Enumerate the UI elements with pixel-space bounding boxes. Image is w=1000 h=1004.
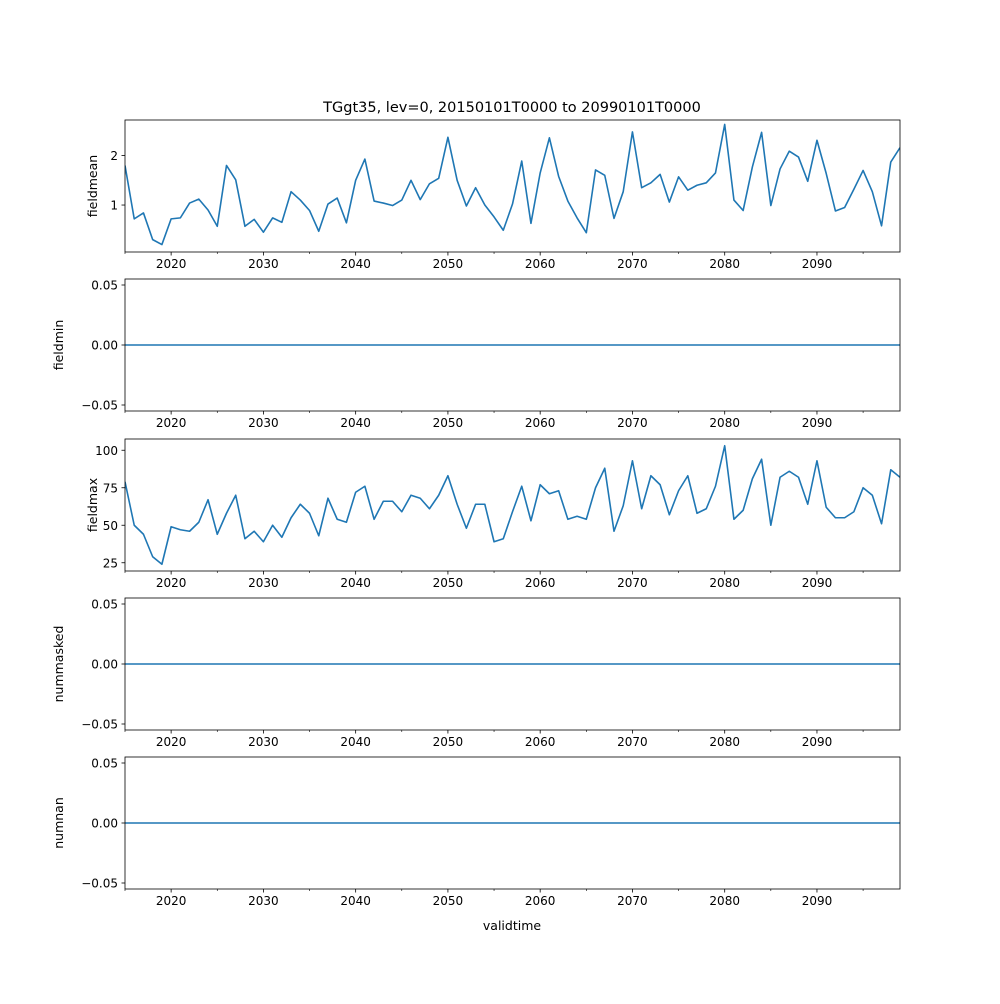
axes-frame — [124, 438, 901, 572]
y-tick-label: −0.05 — [81, 399, 118, 413]
x-tick-label: 2050 — [433, 416, 464, 430]
subplot-fieldmean: 2020 2030 2040 2050 2060 2070 2080 2090 1 2 fieldm… — [85, 119, 901, 271]
axes-frame — [124, 119, 901, 253]
y-tick-label: 100 — [95, 444, 118, 458]
x-tick-label: 2050 — [433, 257, 464, 271]
y-tick-label: −0.05 — [81, 877, 118, 891]
x-tick-label: 2060 — [525, 735, 556, 749]
x-tick-label: 2070 — [617, 257, 648, 271]
x-tick-label: 2070 — [617, 576, 648, 590]
x-tick-label: 2040 — [340, 894, 371, 908]
series-line-fieldmax — [125, 444, 900, 566]
x-tick-label: 2020 — [156, 257, 187, 271]
x-tick-label: 2080 — [709, 257, 740, 271]
x-tick-label: 2070 — [617, 416, 648, 430]
x-tick-label: 2030 — [248, 894, 279, 908]
x-tick-label: 2050 — [433, 576, 464, 590]
x-tick-label: 2040 — [340, 735, 371, 749]
x-tick-label: 2030 — [248, 576, 279, 590]
x-tick-label: 2020 — [156, 416, 187, 430]
y-tick-label: −0.05 — [81, 718, 118, 732]
y-tick-label: 1 — [110, 199, 118, 213]
x-tick-label: 2060 — [525, 576, 556, 590]
y-tick-label: 75 — [103, 481, 118, 495]
x-tick-label: 2020 — [156, 735, 187, 749]
y-axis-label-fieldmean: fieldmean — [85, 155, 100, 217]
x-tick-label: 2090 — [802, 257, 833, 271]
x-tick-label: 2060 — [525, 257, 556, 271]
subplot-numnan: 2020 2030 2040 2050 2060 2070 2080 2090 −0.05 0.0… — [51, 757, 901, 908]
subplot-nummasked: 2020 2030 2040 2050 2060 2070 2080 2090 −0.05 0.0… — [51, 598, 901, 749]
y-tick-label: 0.00 — [91, 658, 118, 672]
x-tick-label: 2090 — [802, 735, 833, 749]
y-tick-label: 2 — [110, 149, 118, 163]
subplot-fieldmin: 2020 2030 2040 2050 2060 2070 2080 2090 −0.05 0.0… — [51, 279, 901, 430]
x-tick-label: 2040 — [340, 416, 371, 430]
y-tick-label: 0.05 — [91, 279, 118, 293]
x-tick-label: 2090 — [802, 416, 833, 430]
y-axis-label-fieldmin: fieldmin — [51, 320, 66, 371]
y-tick-label: 50 — [103, 519, 118, 533]
y-axis-label-numnan: numnan — [51, 797, 66, 849]
x-tick-label: 2060 — [525, 416, 556, 430]
x-tick-label: 2080 — [709, 416, 740, 430]
x-tick-label: 2050 — [433, 894, 464, 908]
y-tick-label: 0.05 — [91, 757, 118, 771]
y-tick-label: 25 — [103, 556, 118, 570]
x-tick-label: 2020 — [156, 894, 187, 908]
y-tick-label: 0.05 — [91, 598, 118, 612]
x-tick-label: 2050 — [433, 735, 464, 749]
x-tick-label: 2030 — [248, 416, 279, 430]
x-tick-label: 2060 — [525, 894, 556, 908]
y-axis-label-fieldmax: fieldmax — [85, 478, 100, 532]
x-tick-label: 2070 — [617, 894, 648, 908]
x-tick-label: 2080 — [709, 735, 740, 749]
x-tick-label: 2040 — [340, 576, 371, 590]
x-tick-label: 2030 — [248, 257, 279, 271]
x-tick-label: 2020 — [156, 576, 187, 590]
y-axis-label-nummasked: nummasked — [51, 626, 66, 703]
y-tick-label: 0.00 — [91, 339, 118, 353]
x-axis-label: validtime — [483, 918, 541, 933]
x-tick-label: 2080 — [709, 576, 740, 590]
y-tick-label: 0.00 — [91, 817, 118, 831]
x-tick-label: 2090 — [802, 576, 833, 590]
chart-title: TGgt35, lev=0, 20150101T0000 to 20990101… — [322, 100, 701, 116]
x-tick-label: 2030 — [248, 735, 279, 749]
subplot-fieldmax: 2020 2030 2040 2050 2060 2070 2080 2090 25 50 75 10… — [85, 438, 901, 590]
x-tick-label: 2040 — [340, 257, 371, 271]
x-tick-label: 2080 — [709, 894, 740, 908]
x-tick-label: 2070 — [617, 735, 648, 749]
x-tick-label: 2090 — [802, 894, 833, 908]
series-line-fieldmean — [125, 123, 900, 246]
